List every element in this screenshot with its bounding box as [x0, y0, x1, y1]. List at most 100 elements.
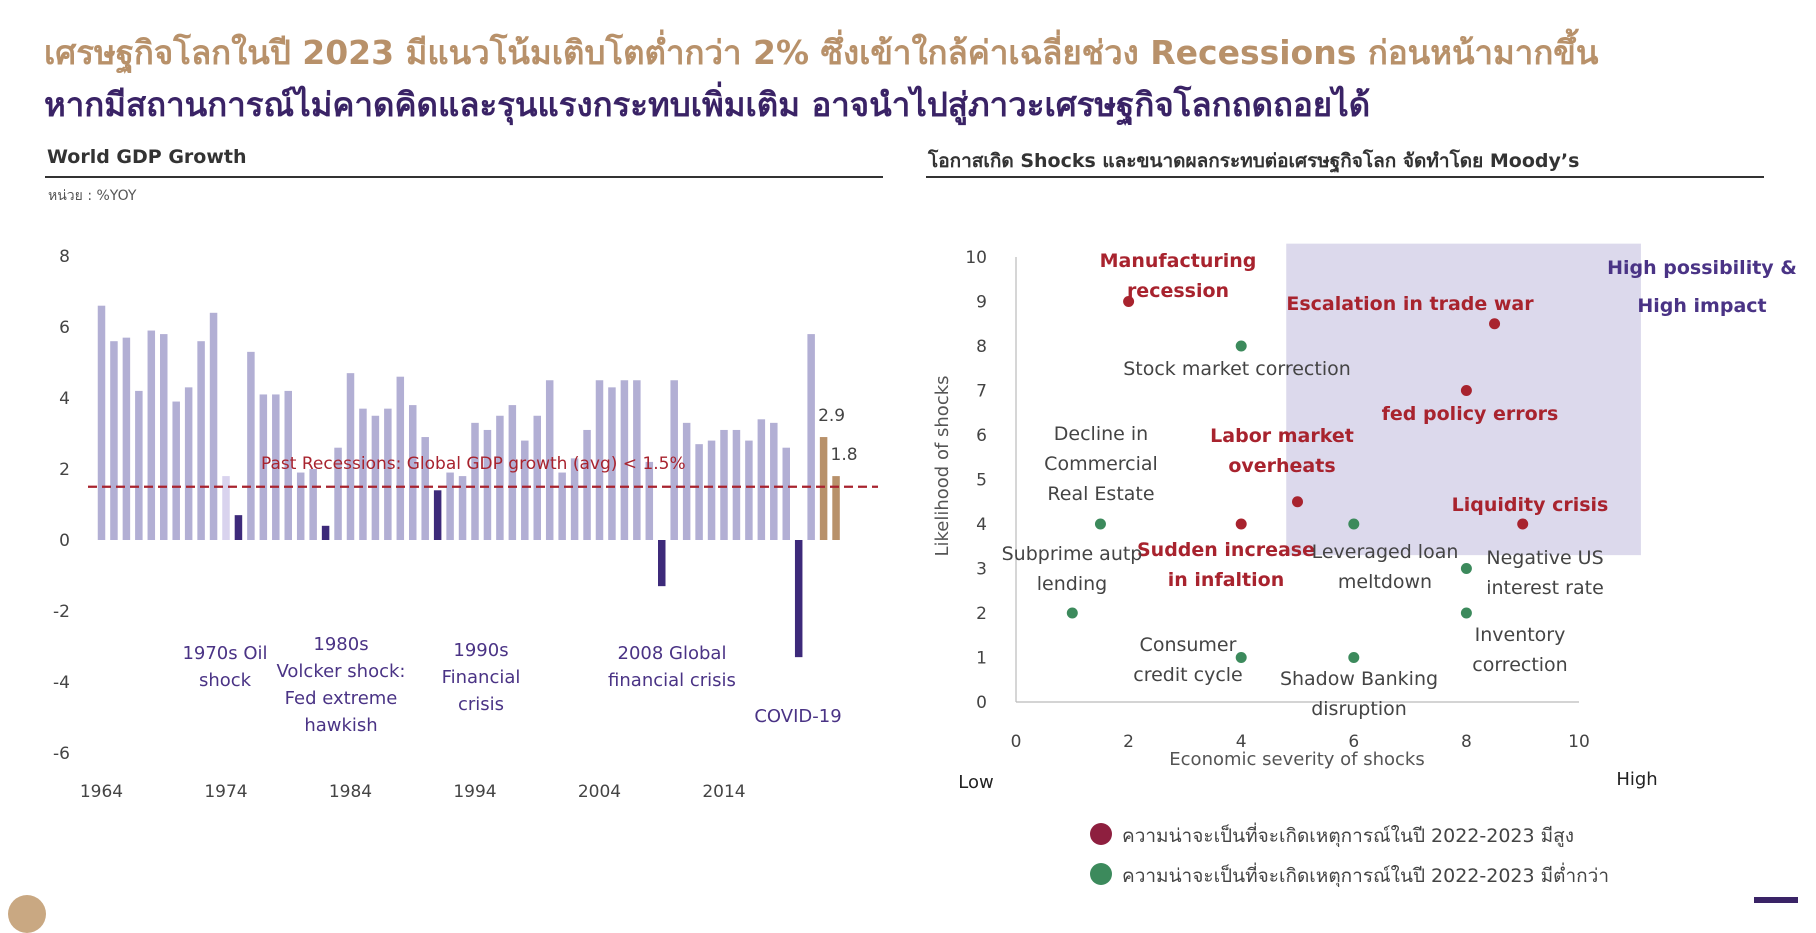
- gdp-x-tick-label: 1964: [80, 782, 123, 802]
- gdp-bar: [807, 334, 815, 540]
- gdp-bar: [296, 472, 305, 540]
- shock-point-label: disruption: [1311, 698, 1407, 720]
- shock-point-low: [1460, 607, 1472, 619]
- gdp-bar: [222, 476, 230, 540]
- shock-point-high: [1292, 496, 1303, 508]
- gdp-chart-title: World GDP Growth: [47, 146, 247, 168]
- footer-decoration-bar: [1754, 897, 1798, 903]
- gdp-y-tick-label: 0: [59, 531, 70, 551]
- shock-y-tick-label: 0: [976, 693, 987, 713]
- gdp-y-tick-label: -4: [53, 673, 70, 693]
- gdp-bar: [247, 351, 255, 540]
- shock-y-tick-label: 9: [976, 293, 987, 313]
- gdp-bar: [359, 408, 367, 540]
- legend-low-label: ความน่าจะเป็นที่จะเกิดเหตุการณ์ในปี 2022…: [1122, 865, 1610, 887]
- legend-high-label: ความน่าจะเป็นที่จะเกิดเหตุการณ์ในปี 2022…: [1122, 825, 1575, 847]
- shock-x-axis-label: Economic severity of shocks: [1169, 749, 1424, 770]
- shock-point-high: [1235, 518, 1247, 530]
- gdp-bar: [346, 373, 355, 540]
- gdp-bar: [234, 515, 243, 540]
- gdp-bar: [720, 429, 728, 540]
- shock-point-label: Escalation in trade war: [1286, 293, 1534, 315]
- shock-y-tick-label: 3: [976, 560, 987, 580]
- shock-point-label: Manufacturing: [1100, 250, 1257, 272]
- shock-x-tick-label: 4: [1236, 732, 1247, 752]
- gdp-bar: [620, 380, 629, 540]
- gdp-bar: [309, 469, 317, 540]
- gdp-x-tick-label: 2004: [578, 782, 621, 802]
- shock-point-label: Sudden increase: [1137, 539, 1315, 561]
- shock-point-label: Subprime autp: [1002, 543, 1143, 565]
- recession-threshold-label: Past Recessions: Global GDP growth (avg)…: [261, 454, 686, 474]
- legend-low-swatch: [1090, 863, 1112, 885]
- shock-y-tick-label: 7: [976, 382, 987, 402]
- shock-point-label: fed policy errors: [1382, 403, 1559, 425]
- gdp-bar: [682, 422, 691, 540]
- shock-title-divider: [926, 176, 1764, 178]
- gdp-bar: [259, 394, 268, 540]
- gdp-bar: [446, 472, 454, 540]
- gdp-bar: [384, 408, 392, 540]
- gdp-y-tick-label: 8: [59, 247, 70, 267]
- legend-high-swatch: [1090, 823, 1112, 845]
- shock-point-label: in infaltion: [1168, 569, 1284, 591]
- shock-scatter-chart: 0 1 2 3 4 5 6 7 8 9 10 0 2 4 6 8 10 Economic severity of …: [932, 243, 1797, 793]
- shock-point-label: Stock market correction: [1123, 358, 1351, 380]
- shock-point-low: [1094, 518, 1106, 530]
- shock-point-label: Labor market: [1210, 425, 1354, 447]
- shock-point-low: [1348, 518, 1360, 530]
- severity-low-label: Low: [958, 772, 993, 793]
- gdp-bar: [583, 429, 591, 540]
- gdp-unit-label: หน่วย : %YOY: [48, 188, 137, 204]
- recession-annotation: hawkish: [304, 715, 377, 736]
- gdp-bar: [832, 476, 840, 540]
- gdp-bar: [334, 447, 342, 540]
- gdp-bar: [321, 525, 330, 540]
- gdp-bar: [135, 390, 143, 540]
- shock-point-label: recession: [1127, 280, 1229, 302]
- gdp-bar: [670, 380, 678, 540]
- gdp-y-tick-label: 4: [59, 389, 70, 409]
- recession-annotation: crisis: [458, 694, 504, 715]
- gdp-x-tick-label: 1994: [453, 782, 496, 802]
- gdp-bar: [794, 540, 803, 658]
- headline-secondary: หากมีสถานการณ์ไม่คาดคิดและรุนแรงกระทบเพิ…: [44, 85, 1371, 124]
- gdp-bar: [396, 376, 405, 540]
- gdp-bar: [122, 337, 131, 540]
- gdp-y-tick-label: 2: [59, 460, 70, 480]
- shock-y-axis-label: Likelihood of shocks: [932, 375, 953, 556]
- gdp-title-divider: [45, 176, 883, 178]
- shock-x-tick-label: 2: [1123, 732, 1134, 752]
- gdp-bar: [496, 415, 504, 540]
- gdp-bar: [819, 437, 828, 540]
- gdp-data-label: 2.9: [818, 406, 845, 426]
- shock-point-label: interest rate: [1486, 577, 1604, 599]
- gdp-bar: [471, 422, 479, 540]
- recession-annotation: 2008 Global: [618, 643, 727, 664]
- recession-annotation: 1990s: [453, 640, 508, 661]
- gdp-bar: [558, 472, 566, 540]
- gdp-data-label: 1.8: [831, 445, 858, 465]
- recession-annotation: COVID-19: [754, 706, 841, 727]
- recession-annotation: 1970s Oil: [182, 643, 267, 664]
- shock-point-low: [1348, 652, 1360, 663]
- gdp-bar: [770, 422, 778, 540]
- shock-x-tick-label: 8: [1461, 732, 1472, 752]
- shock-x-tick-label: 10: [1568, 732, 1590, 752]
- shock-y-tick-label: 4: [976, 515, 987, 535]
- gdp-bar: [707, 440, 716, 540]
- shock-point-label: Real Estate: [1047, 483, 1154, 505]
- gdp-bar: [521, 440, 529, 540]
- shock-point-label: Leveraged loan: [1312, 541, 1459, 563]
- gdp-bar: [458, 476, 467, 540]
- recession-annotation: Financial: [442, 667, 521, 688]
- gdp-bar: [147, 330, 156, 540]
- gdp-bar: [633, 380, 641, 540]
- gdp-bar: [732, 429, 741, 540]
- shock-point-label: correction: [1472, 654, 1567, 676]
- gdp-bar: [272, 394, 280, 540]
- shock-y-tick-label: 10: [965, 248, 987, 268]
- gdp-bar: [209, 312, 218, 540]
- severity-high-label: High: [1616, 769, 1657, 790]
- shock-point-high: [1460, 385, 1472, 396]
